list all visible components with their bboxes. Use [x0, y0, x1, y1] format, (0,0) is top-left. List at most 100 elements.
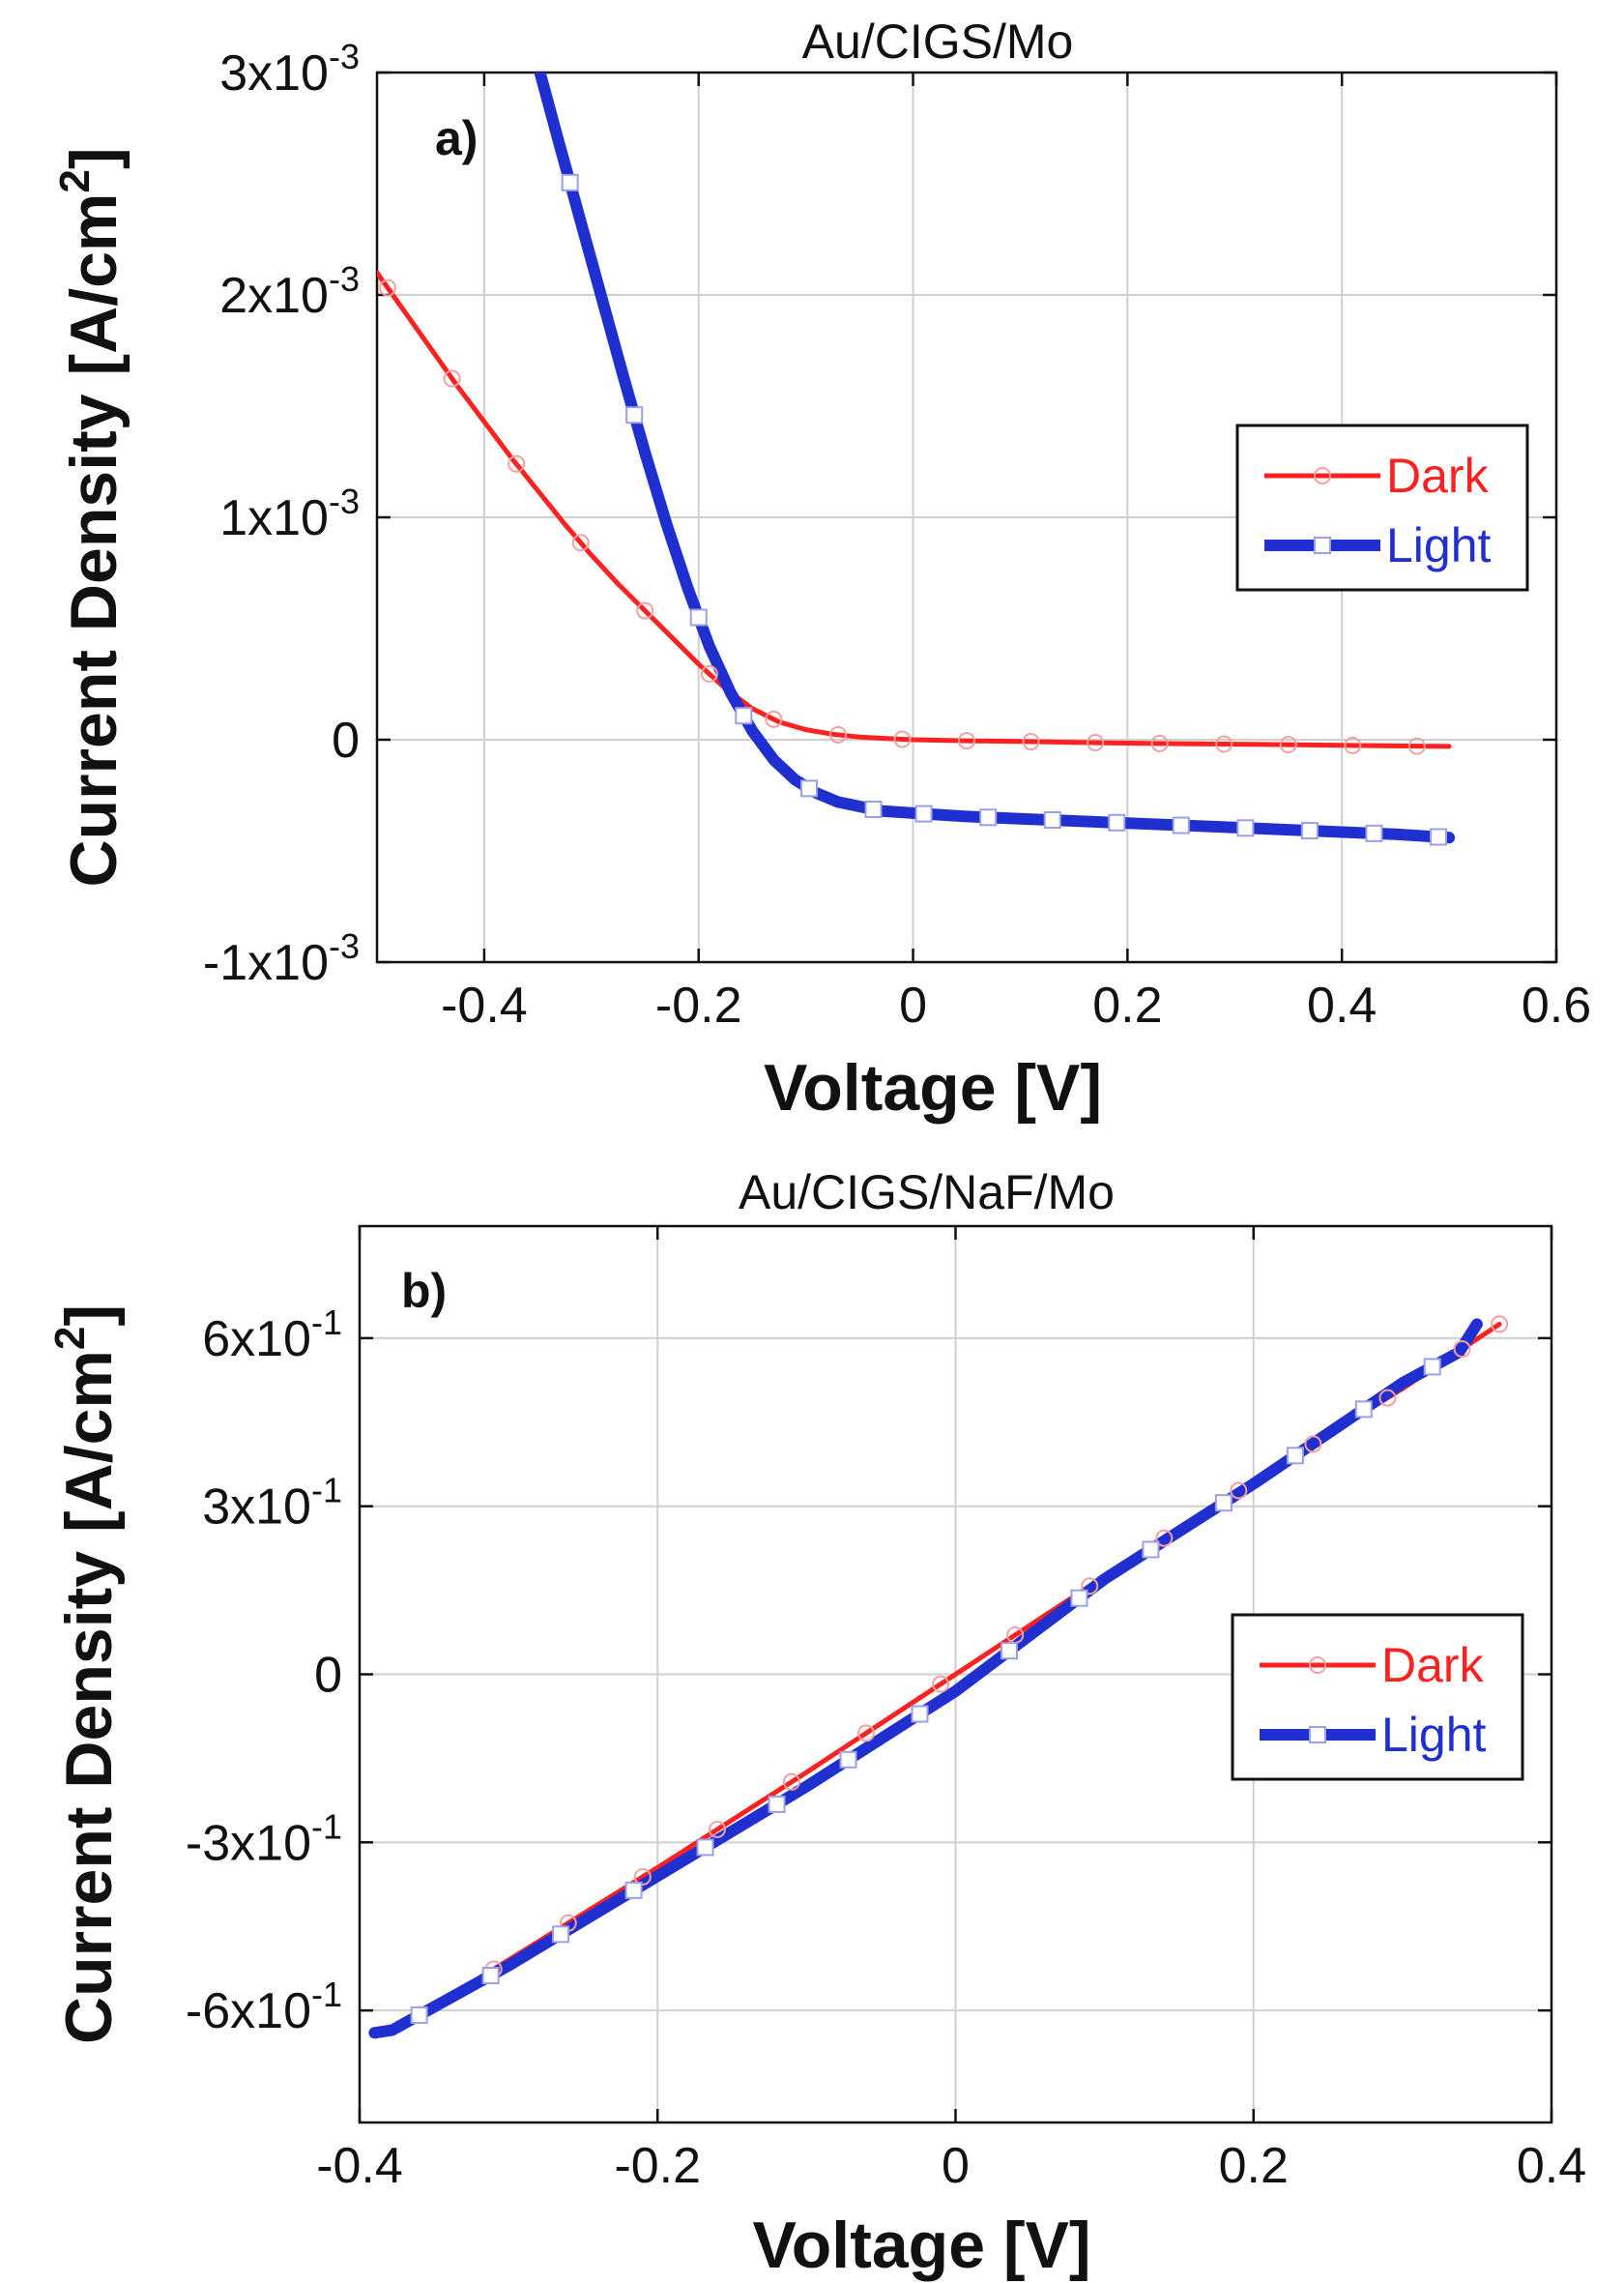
light-marker	[410, 2006, 428, 2025]
x-tick-label: 0.2	[1219, 2138, 1289, 2194]
dark-marker	[1407, 737, 1426, 755]
light-marker	[696, 1838, 714, 1857]
light-marker	[1365, 824, 1383, 842]
light-marker	[1354, 1400, 1373, 1419]
y-tick-label: 6x10-1	[202, 1302, 342, 1367]
legend: Dark Light	[1231, 1613, 1524, 1781]
x-tick-label: 0.6	[1522, 978, 1591, 1034]
y-tick-label: -3x10-1	[186, 1806, 342, 1871]
light-marker	[1172, 816, 1190, 834]
light-marker	[799, 779, 818, 798]
y-tick-label: -1x10-3	[203, 926, 360, 991]
panel-label: a)	[435, 111, 478, 165]
x-tick-label: 0	[942, 2138, 970, 2194]
light-marker	[1000, 1642, 1018, 1660]
panel-label: b)	[401, 1264, 447, 1318]
dark-marker	[1344, 736, 1362, 754]
dark-marker	[1155, 1529, 1174, 1547]
x-tick-label: -0.2	[614, 2138, 701, 2194]
dark-marker	[1304, 1435, 1322, 1453]
dark-marker	[828, 725, 847, 744]
light-marker	[1043, 811, 1061, 830]
light-marker	[735, 707, 753, 725]
legend-marker	[1309, 1656, 1326, 1674]
x-tick-label: -0.4	[441, 978, 528, 1034]
dark-marker	[700, 664, 718, 683]
dark-marker	[1279, 736, 1297, 754]
chart-title: Au/CIGS/Mo	[802, 15, 1074, 69]
legend-label-light: Light	[1381, 1708, 1487, 1762]
chart-a: -0.4 -0.2 0 0.2 0.4 0.6 -1x10-3 0 1x10-3 2x10-3 3x…	[51, 15, 1591, 1125]
light-marker	[625, 406, 644, 424]
x-axis-label: Voltage [V]	[764, 1051, 1102, 1125]
light-marker	[481, 1967, 500, 1985]
dark-marker	[1491, 1315, 1509, 1333]
dark-marker	[1081, 1577, 1099, 1595]
light-marker	[1142, 1540, 1160, 1559]
light-marker	[864, 800, 883, 818]
light-marker	[624, 1881, 643, 1899]
light-marker	[1286, 1447, 1304, 1465]
dark-marker	[1087, 734, 1105, 752]
dark-marker	[633, 1867, 652, 1886]
light-marker	[552, 1925, 570, 1944]
dark-marker	[1215, 735, 1233, 753]
series-group	[377, 73, 1456, 846]
dark-marker	[893, 730, 912, 748]
legend-box	[1231, 1613, 1524, 1781]
dark-marker	[1378, 1389, 1397, 1407]
grid	[360, 1226, 1552, 2122]
light-marker	[768, 1795, 786, 1813]
light-marker	[1236, 819, 1255, 837]
dark-marker	[1230, 1481, 1248, 1500]
legend-label-dark: Dark	[1381, 1638, 1485, 1692]
legend-label-dark: Dark	[1386, 449, 1490, 503]
dark-marker	[932, 1675, 950, 1693]
dark-marker	[636, 601, 654, 620]
legend: Dark Light	[1235, 424, 1529, 592]
x-tick-label: 0.4	[1517, 2138, 1586, 2194]
light-marker	[1430, 828, 1447, 846]
chart-b: -0.4 -0.2 0 0.2 0.4 -6x10-1 -3x10-1 0 3x10-1 6x10…	[46, 1165, 1586, 2282]
light-marker	[1070, 1589, 1088, 1607]
light-marker	[1300, 822, 1319, 840]
dark-marker	[571, 534, 590, 552]
series-line-light	[368, 1318, 1483, 2039]
dark-marker	[1150, 734, 1169, 752]
y-tick-label: -6x10-1	[186, 1975, 342, 2039]
y-tick-label: 3x10-3	[219, 37, 360, 102]
dark-marker	[1453, 1340, 1471, 1359]
light-marker	[839, 1750, 857, 1769]
light-marker	[1214, 1494, 1232, 1512]
dark-marker	[782, 1772, 800, 1791]
y-axis-label: Current Density [A/cm2]	[46, 1304, 126, 2044]
dark-marker	[708, 1820, 726, 1838]
legend-label-light: Light	[1386, 518, 1492, 572]
legend-marker	[1314, 467, 1331, 484]
legend-box	[1235, 424, 1529, 592]
dark-marker	[857, 1724, 876, 1742]
light-marker	[911, 1705, 929, 1723]
light-marker	[1423, 1358, 1441, 1376]
dark-marker	[1022, 733, 1040, 751]
y-tick-label: 3x10-1	[202, 1471, 342, 1536]
dark-marker	[958, 732, 975, 750]
light-marker	[914, 805, 933, 823]
x-tick-label: 0	[899, 978, 927, 1034]
dark-marker	[765, 710, 783, 728]
light-marker	[1108, 813, 1126, 832]
dark-marker	[508, 454, 526, 473]
series-group	[368, 1315, 1509, 2039]
x-tick-label: -0.2	[655, 978, 742, 1034]
x-tick-label: 0.4	[1307, 978, 1377, 1034]
x-axis-label: Voltage [V]	[752, 2209, 1090, 2282]
legend-marker	[1309, 1726, 1326, 1743]
x-tick-label: -0.4	[316, 2138, 403, 2194]
legend-marker	[1314, 537, 1331, 554]
dark-marker	[443, 369, 461, 388]
chart-title: Au/CIGS/NaF/Mo	[739, 1165, 1115, 1219]
light-marker	[979, 808, 998, 827]
dark-marker	[379, 278, 397, 297]
y-tick-label: 1x10-3	[219, 482, 360, 546]
